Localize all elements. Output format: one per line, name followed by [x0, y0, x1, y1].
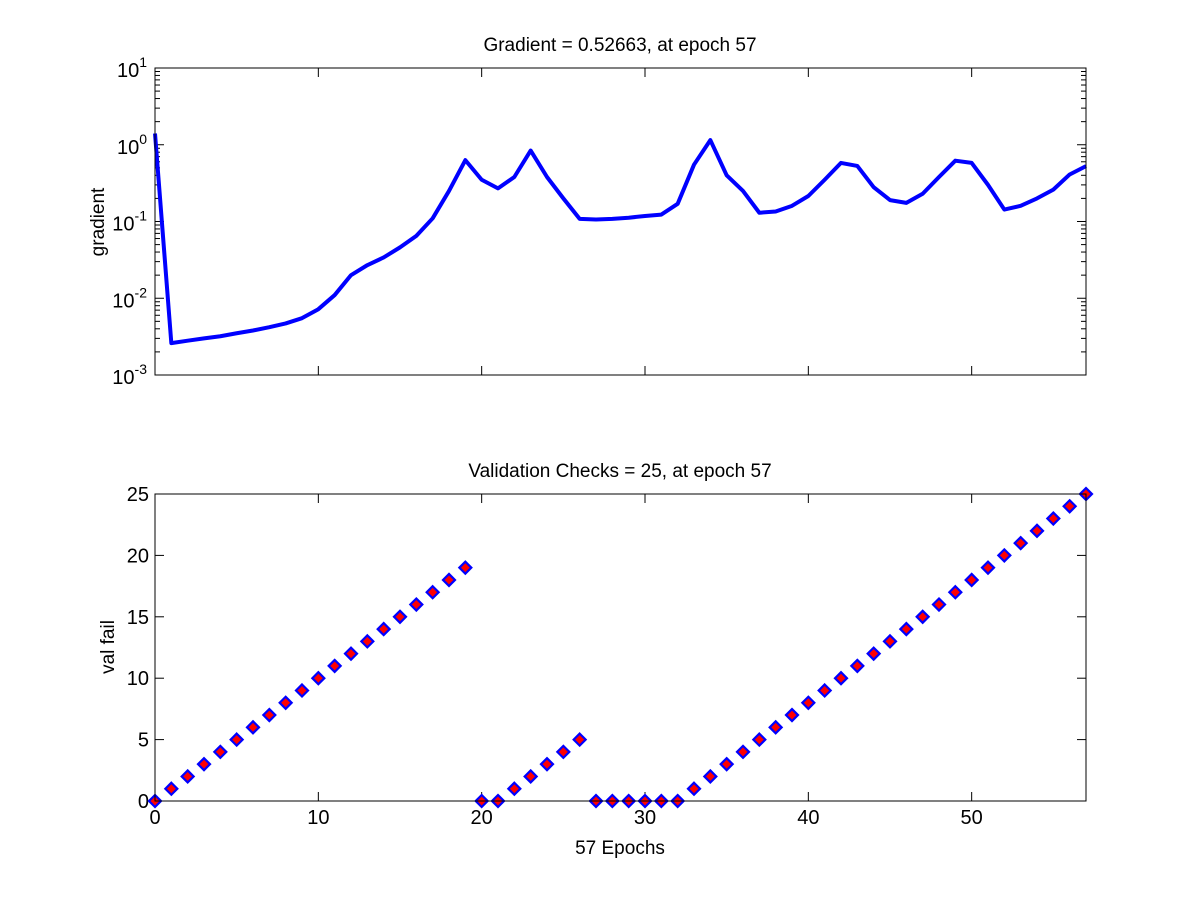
- validation-point: [506, 781, 522, 797]
- gradient-ytick-base: 10: [112, 367, 134, 389]
- validation-point: [572, 732, 588, 748]
- validation-point: [555, 744, 571, 760]
- validation-point: [702, 768, 718, 784]
- validation-xtick-label: 0: [149, 807, 160, 829]
- validation-point: [1062, 498, 1078, 514]
- gradient-ytick-label: 10-3: [112, 361, 147, 389]
- validation-point: [212, 744, 228, 760]
- gradient-ytick-base: 10: [117, 60, 139, 82]
- gradient-line: [153, 133, 1087, 346]
- validation-point: [931, 596, 947, 613]
- validation-ytick-label: 0: [138, 791, 149, 813]
- validation-title: Validation Checks = 25, at epoch 57: [468, 461, 771, 482]
- validation-point: [343, 646, 359, 662]
- validation-point: [523, 768, 539, 784]
- gradient-ytick-exponent: -3: [135, 361, 148, 377]
- gradient-ytick-label: 100: [117, 131, 147, 159]
- validation-point: [196, 756, 212, 772]
- validation-xtick-labels: 0 10 20 30 40 50: [149, 807, 982, 829]
- gradient-ytick-exponent: 0: [139, 131, 147, 147]
- validation-point: [180, 768, 196, 784]
- validation-point: [408, 596, 424, 613]
- validation-xtick-label: 10: [307, 807, 329, 829]
- validation-point: [735, 744, 751, 760]
- gradient-ytick-exponent: 1: [139, 54, 147, 70]
- validation-point: [278, 695, 294, 711]
- validation-axes: Validation Checks = 25, at epoch 57 val …: [98, 461, 1094, 859]
- validation-point: [686, 781, 702, 797]
- validation-point: [539, 756, 555, 772]
- validation-point: [1029, 523, 1045, 539]
- validation-point: [261, 707, 277, 723]
- validation-point: [898, 621, 914, 637]
- validation-point: [915, 609, 931, 625]
- validation-point: [833, 670, 849, 686]
- validation-point: [784, 707, 800, 723]
- validation-axes-box: [154, 493, 1087, 802]
- gradient-ytick-label: 10-1: [112, 208, 147, 236]
- gradient-title: Gradient = 0.52663, at epoch 57: [483, 35, 756, 56]
- validation-point: [947, 584, 963, 600]
- validation-xtick-label: 20: [471, 807, 493, 829]
- validation-ylabel: val fail: [98, 620, 119, 674]
- validation-ytick-label: 15: [127, 607, 149, 629]
- validation-point: [245, 719, 261, 735]
- validation-point: [1045, 511, 1061, 527]
- validation-point: [327, 658, 343, 674]
- validation-xtick-label: 50: [961, 807, 983, 829]
- gradient-series: [153, 133, 1087, 346]
- validation-xtick-label: 30: [634, 807, 656, 829]
- validation-xlabel: 57 Epochs: [575, 838, 665, 859]
- gradient-ytick-exponent: -2: [135, 284, 148, 300]
- gradient-axes: Gradient = 0.52663, at epoch 57 gradient…: [88, 35, 1087, 389]
- validation-point: [751, 732, 767, 748]
- validation-point: [310, 670, 326, 686]
- validation-ytick-labels: 0 5 10 15 20 25: [127, 484, 149, 813]
- validation-point: [849, 658, 865, 674]
- validation-point: [996, 547, 1012, 563]
- validation-point: [441, 572, 457, 588]
- validation-point: [294, 682, 310, 699]
- gradient-ytick-base: 10: [112, 214, 134, 236]
- validation-series: [147, 486, 1094, 809]
- validation-point: [376, 621, 392, 637]
- gradient-ytick-exponent: -1: [135, 208, 148, 224]
- validation-point: [229, 732, 245, 748]
- gradient-ytick-base: 10: [117, 137, 139, 159]
- validation-xtick-label: 40: [797, 807, 819, 829]
- validation-point: [980, 560, 996, 576]
- validation-point: [719, 756, 735, 772]
- validation-ytick-label: 25: [127, 484, 149, 506]
- validation-point: [359, 633, 375, 649]
- gradient-ytick-base: 10: [112, 290, 134, 312]
- gradient-ytick-label: 10-2: [112, 284, 147, 312]
- validation-point: [768, 719, 784, 735]
- validation-point: [425, 584, 441, 600]
- validation-point: [817, 682, 833, 699]
- validation-point: [866, 646, 882, 662]
- validation-ytick-label: 5: [138, 730, 149, 752]
- validation-point: [882, 633, 898, 649]
- validation-point: [392, 609, 408, 625]
- validation-point: [457, 560, 473, 576]
- validation-point: [163, 781, 179, 797]
- validation-ytick-label: 10: [127, 668, 149, 690]
- gradient-ylabel: gradient: [88, 187, 109, 256]
- validation-point: [800, 695, 816, 711]
- validation-ytick-label: 20: [127, 545, 149, 567]
- validation-point: [964, 572, 980, 588]
- validation-point: [1013, 535, 1029, 551]
- gradient-axes-box: [154, 67, 1087, 376]
- gradient-ytick-label: 101: [117, 54, 147, 82]
